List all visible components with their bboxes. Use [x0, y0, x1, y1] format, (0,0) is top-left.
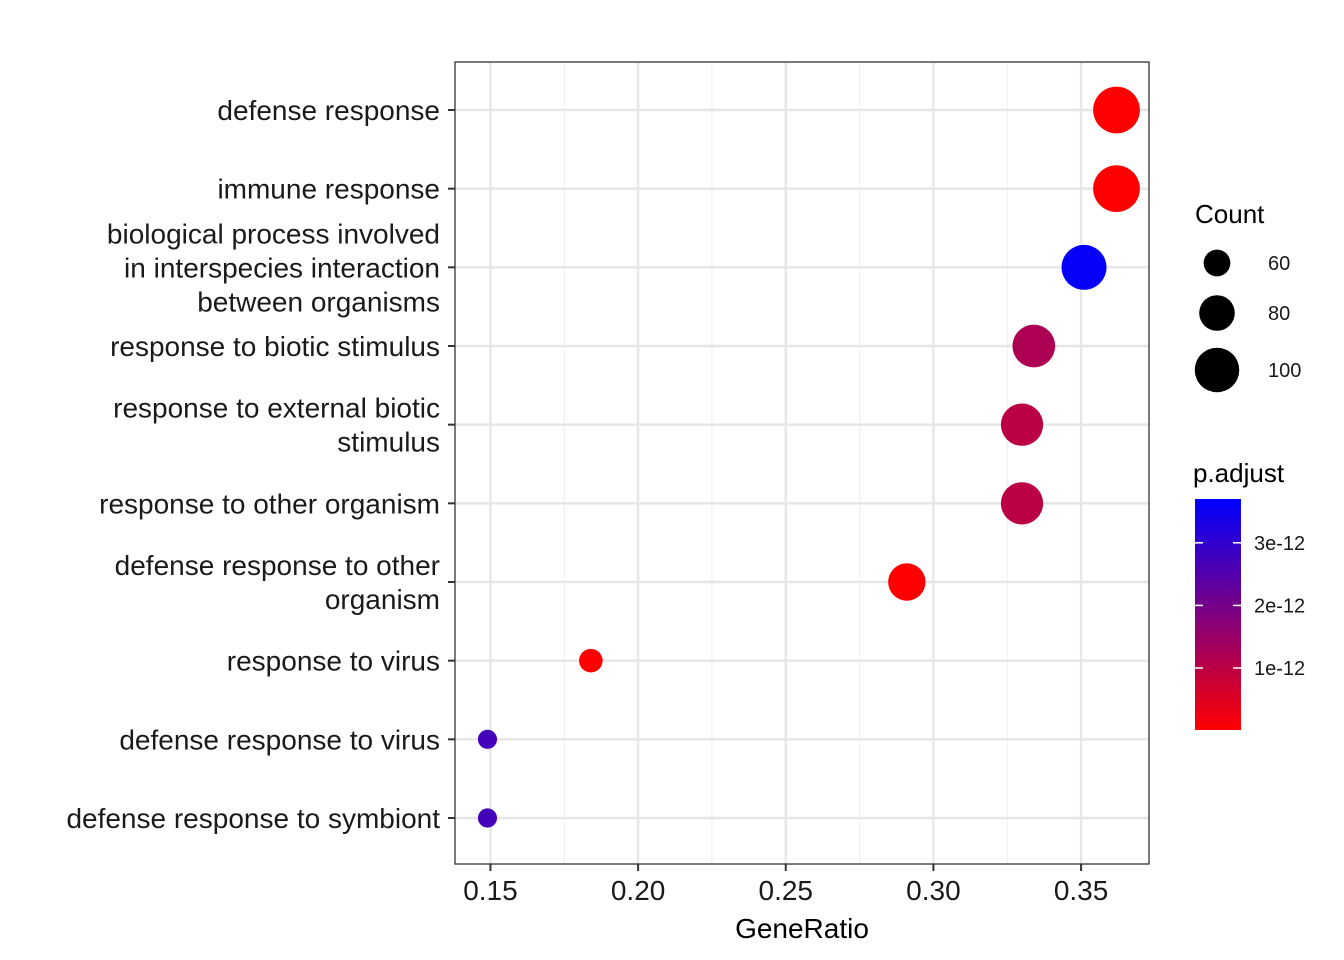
- legend-count-dot: [1199, 295, 1235, 331]
- y-tick-label-line: response to virus: [227, 646, 440, 677]
- y-axis: defense response immune response biologica…: [66, 95, 455, 834]
- y-tick-label-line: defense response: [217, 95, 440, 126]
- data-point: [1093, 86, 1140, 134]
- y-tick-label-line: response to other organism: [99, 488, 440, 519]
- colorbar-tick-label: 1e-12: [1254, 658, 1305, 680]
- y-tick-label-line: between organisms: [197, 286, 440, 317]
- data-point: [1061, 244, 1107, 290]
- data-point: [477, 729, 498, 749]
- panel-background: [455, 62, 1149, 864]
- y-tick-label: response to other organism: [99, 488, 440, 519]
- data-point: [1000, 482, 1044, 525]
- colorbar: [1195, 499, 1241, 730]
- x-axis-title: GeneRatio: [735, 913, 869, 944]
- x-tick-label: 0.15: [463, 875, 518, 906]
- legend-count-label: 80: [1268, 303, 1290, 325]
- data-point: [1000, 403, 1044, 446]
- y-tick-label: defense response: [217, 95, 440, 126]
- y-tick-label: defense response to symbiont: [66, 803, 440, 834]
- legend-count: Count 60 80 100: [1194, 199, 1301, 393]
- legend-count-keys: 60 80 100: [1194, 249, 1301, 393]
- y-tick-label-line: defense response to virus: [119, 724, 440, 755]
- data-point: [477, 808, 498, 828]
- y-tick-label: response to virus: [227, 646, 440, 677]
- panel-border: [454, 61, 1150, 865]
- y-tick-label-line: stimulus: [337, 427, 440, 458]
- colorbar-tick-label: 2e-12: [1254, 595, 1305, 617]
- legend-count-title: Count: [1195, 199, 1265, 229]
- colorbar-tick-label: 3e-12: [1254, 533, 1305, 555]
- data-point: [579, 648, 603, 673]
- minor-gridlines: [563, 62, 1008, 864]
- data-point: [1093, 165, 1140, 213]
- y-tick-label-line: in interspecies interaction: [124, 252, 440, 283]
- y-tick-label-line: biological process involved: [107, 218, 440, 249]
- y-tick-label: immune response: [217, 174, 440, 205]
- x-axis: 0.15 0.20 0.25 0.30 0.35: [463, 864, 1108, 906]
- y-tick-label-line: defense response to symbiont: [66, 803, 440, 834]
- x-tick-label: 0.35: [1054, 875, 1109, 906]
- legend-count-dot: [1194, 347, 1240, 393]
- data-points: [477, 86, 1140, 828]
- y-tick-label: biological process involved in interspeci…: [107, 218, 440, 317]
- x-tick-label: 0.20: [611, 875, 666, 906]
- y-tick-label-line: defense response to other: [115, 550, 440, 581]
- legend-p-adjust: p.adjust 1e-12 2e-12 3e-12: [1193, 458, 1305, 730]
- y-tick-label: defense response to other organism: [115, 550, 440, 615]
- y-tick-label: defense response to virus: [119, 724, 440, 755]
- y-tick-label: response to biotic stimulus: [110, 331, 440, 362]
- legend-count-label: 100: [1268, 360, 1301, 382]
- x-tick-label: 0.30: [906, 875, 961, 906]
- y-tick-label-line: organism: [325, 584, 440, 615]
- colorbar-ticks: 1e-12 2e-12 3e-12: [1195, 533, 1305, 680]
- y-tick-label-line: immune response: [217, 174, 440, 205]
- legend-count-label: 60: [1268, 253, 1290, 275]
- y-tick-label-line: response to biotic stimulus: [110, 331, 440, 362]
- data-point: [1012, 324, 1056, 368]
- legend-p-adjust-title: p.adjust: [1193, 458, 1285, 488]
- y-tick-label-line: response to external biotic: [113, 393, 440, 424]
- data-point: [888, 563, 926, 601]
- legend-count-dot: [1203, 249, 1231, 277]
- y-tick-label: response to external biotic stimulus: [113, 393, 440, 458]
- x-tick-label: 0.25: [759, 875, 814, 906]
